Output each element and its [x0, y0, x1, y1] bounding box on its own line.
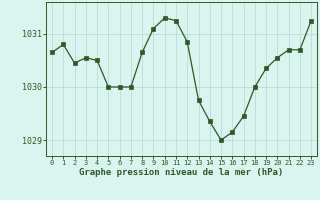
X-axis label: Graphe pression niveau de la mer (hPa): Graphe pression niveau de la mer (hPa): [79, 168, 284, 177]
